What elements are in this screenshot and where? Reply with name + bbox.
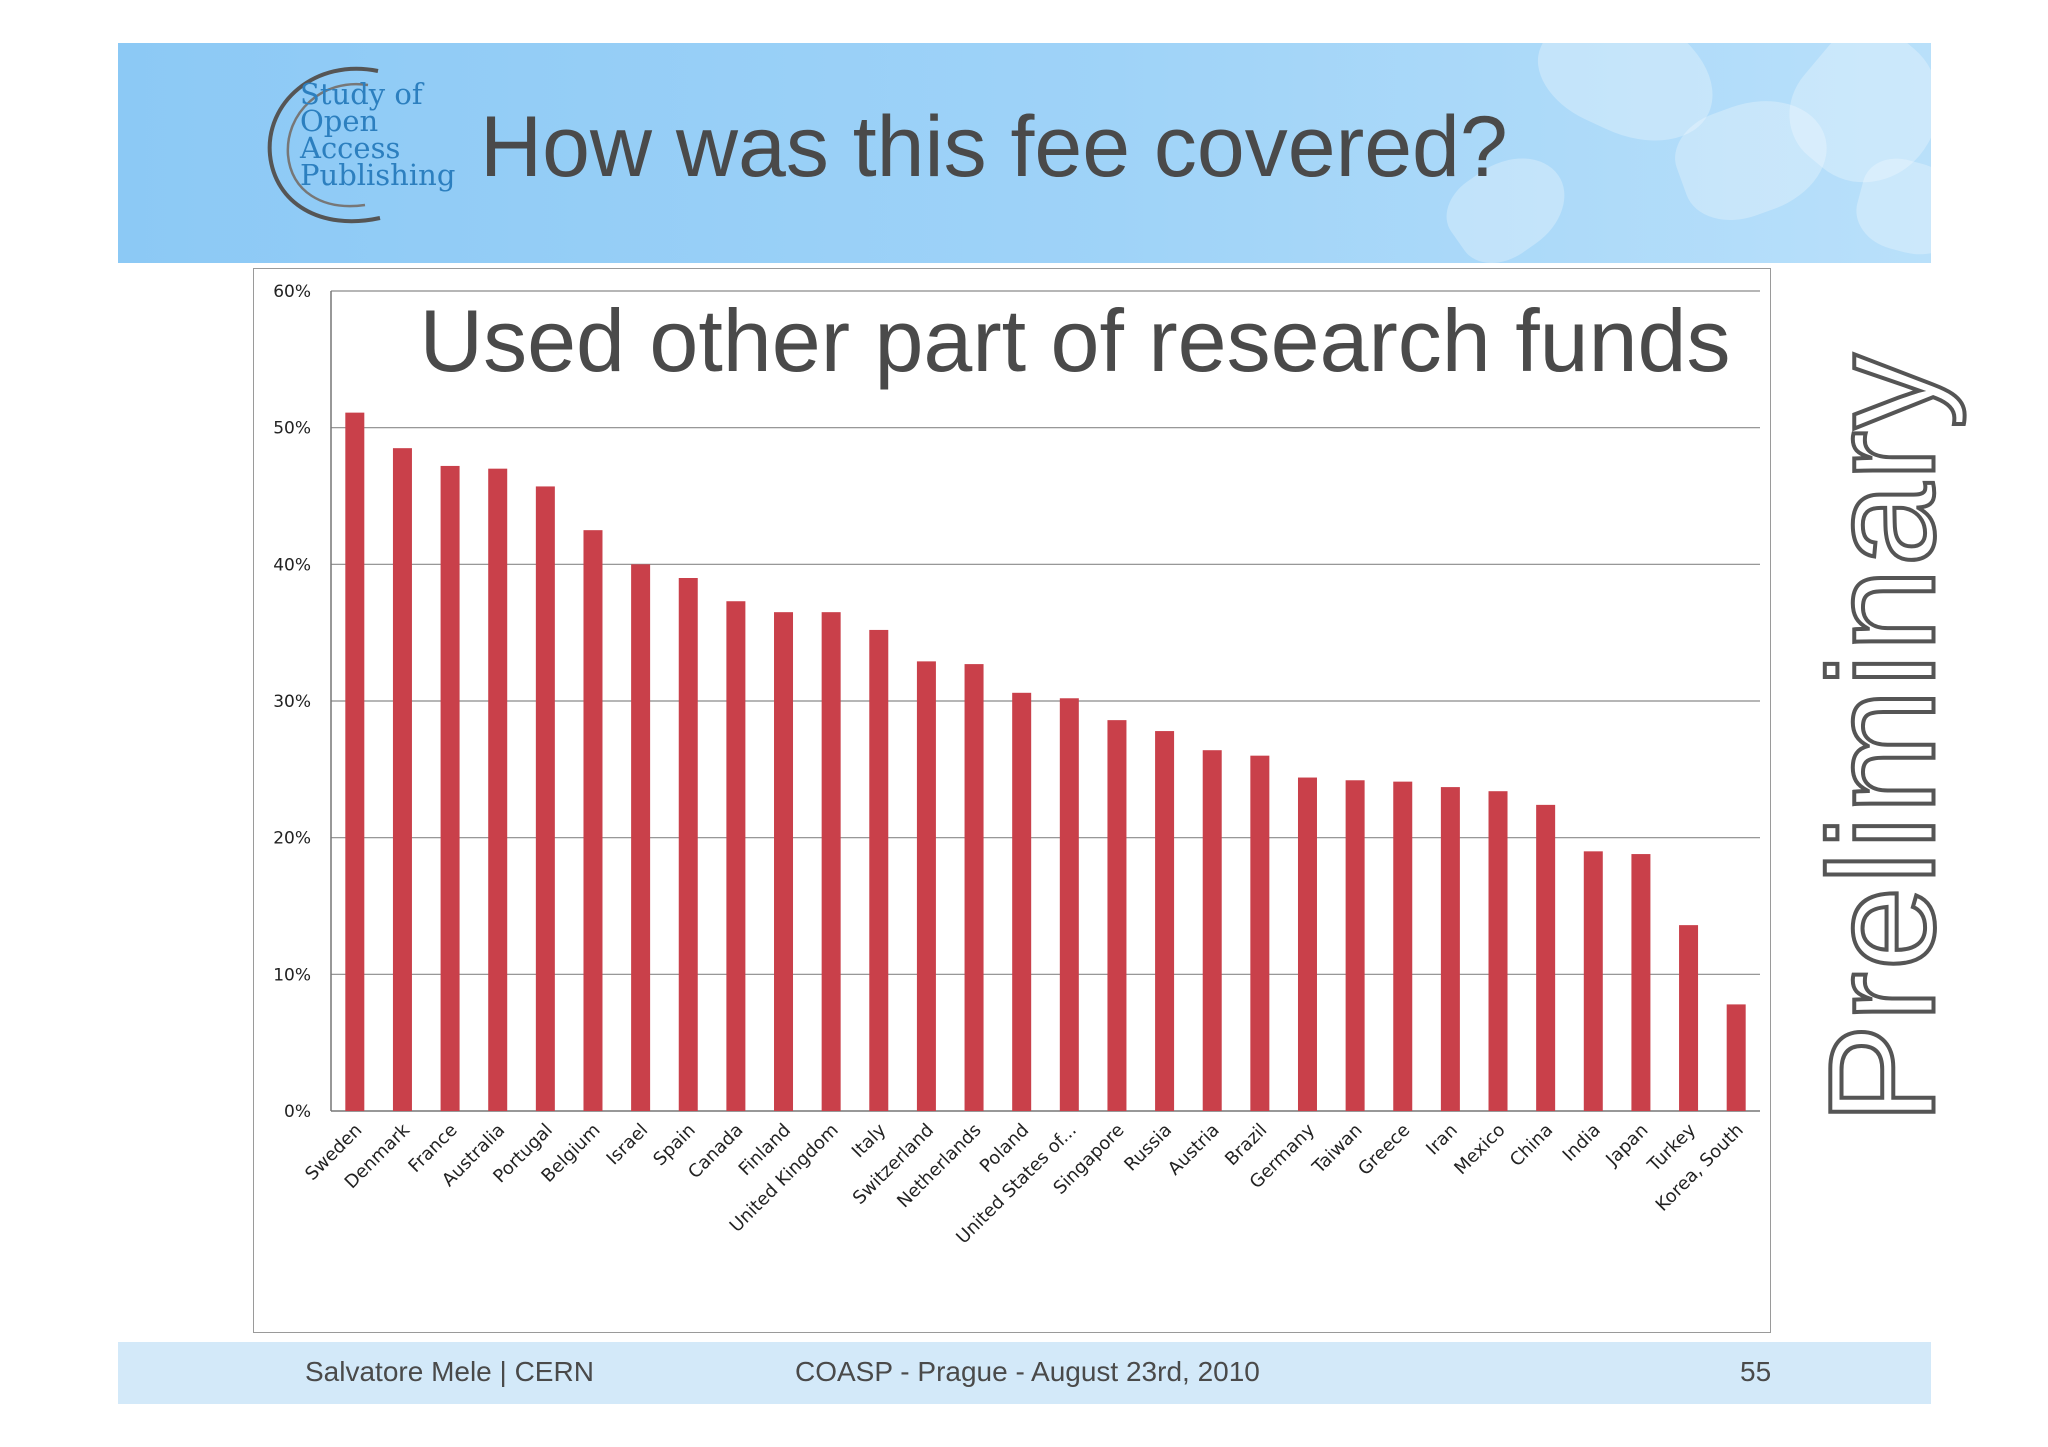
bar — [1440, 787, 1460, 1111]
bar — [1012, 692, 1032, 1111]
x-category-label: Iran — [1422, 1120, 1462, 1160]
bar — [916, 661, 936, 1111]
y-tick-label: 0% — [284, 1102, 311, 1122]
logo-line: Study of — [300, 77, 423, 111]
y-tick-label: 60% — [273, 282, 311, 302]
bar — [869, 629, 889, 1111]
x-category-label: Netherlands — [893, 1120, 985, 1212]
bar — [1536, 804, 1556, 1111]
bar — [774, 612, 794, 1111]
logo-line: Access — [300, 131, 401, 165]
footer-event: COASP - Prague - August 23rd, 2010 — [795, 1356, 1260, 1387]
logo-arc-icon — [267, 66, 381, 224]
bar — [1155, 731, 1175, 1111]
bar — [964, 664, 984, 1111]
bar — [1679, 925, 1699, 1111]
bar — [1297, 777, 1317, 1111]
page-number: 55 — [1740, 1356, 1772, 1387]
bar — [678, 578, 698, 1111]
preliminary-watermark: Preliminary — [1796, 350, 1968, 1126]
logo-line: Publishing — [300, 158, 456, 192]
x-category-label: Israel — [603, 1120, 653, 1170]
x-category-label: Mexico — [1450, 1120, 1509, 1179]
y-tick-label: 10% — [273, 965, 311, 985]
slide-header: Study of Open Access Publishing — [118, 43, 1931, 263]
x-category-label: Italy — [848, 1119, 891, 1162]
bar — [392, 448, 412, 1112]
x-category-label: China — [1506, 1120, 1557, 1171]
bar — [1059, 698, 1079, 1111]
x-category-label: India — [1559, 1120, 1605, 1166]
bar — [1583, 851, 1603, 1111]
bar — [1488, 791, 1508, 1111]
bar — [1250, 755, 1270, 1111]
bar — [1202, 750, 1222, 1111]
bar — [1631, 854, 1651, 1111]
bar — [488, 468, 508, 1112]
x-category-label: Austria — [1164, 1120, 1224, 1180]
footer-author: Salvatore Mele | CERN — [305, 1356, 594, 1387]
slide-title: How was this fee covered? — [480, 99, 1508, 195]
bar — [345, 412, 365, 1112]
bar — [1345, 780, 1365, 1111]
bar — [631, 564, 651, 1111]
bar — [726, 601, 746, 1111]
soap-logo: Study of Open Access Publishing — [260, 63, 460, 243]
bar — [1393, 781, 1413, 1111]
bar — [535, 486, 555, 1111]
bar — [440, 465, 460, 1111]
logo-line: Open — [300, 104, 379, 138]
bar — [583, 530, 603, 1111]
y-tick-label: 30% — [273, 692, 311, 712]
y-tick-label: 20% — [273, 829, 311, 849]
x-category-label: Greece — [1354, 1120, 1414, 1180]
slide-footer: Salvatore Mele | CERN COASP - Prague - A… — [118, 1342, 1931, 1404]
y-tick-label: 50% — [273, 419, 311, 439]
bar — [1726, 1004, 1746, 1111]
chart-title: Used other part of research funds — [419, 291, 1731, 390]
bar — [1107, 720, 1127, 1111]
y-tick-label: 40% — [273, 555, 311, 575]
bar — [821, 612, 841, 1111]
